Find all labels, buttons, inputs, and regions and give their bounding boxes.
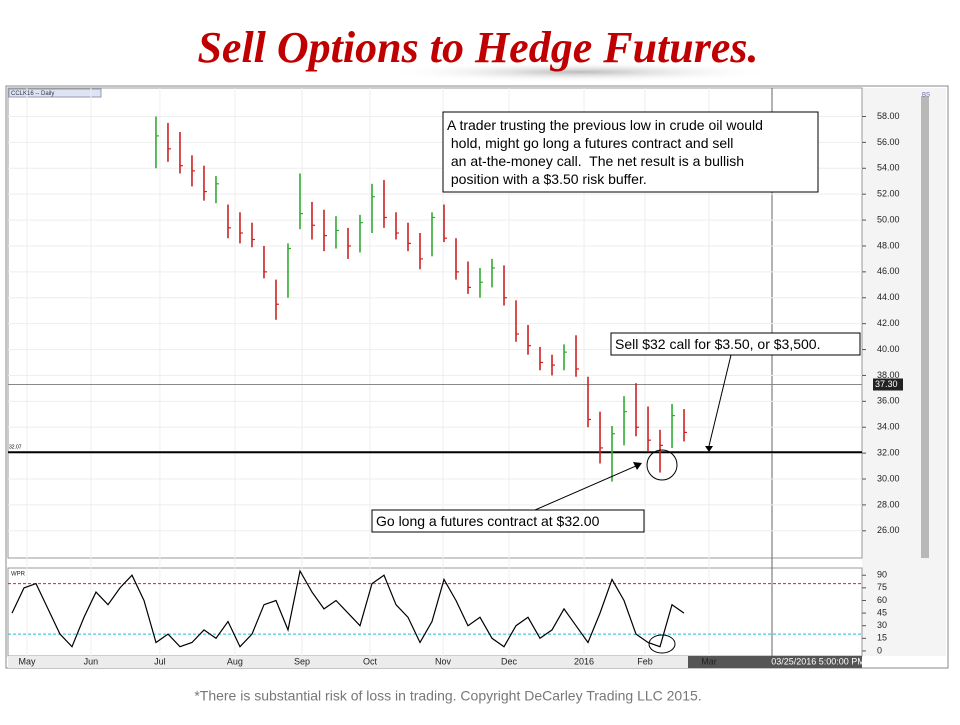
y-tick-label: 45: [877, 607, 887, 617]
annotation-box: [371, 509, 645, 533]
x-tick-label: Aug: [227, 656, 243, 666]
last-price-label: 37.30: [875, 379, 898, 389]
y-tick-label: 56.00: [877, 137, 900, 147]
x-tick-label: Mar: [701, 656, 717, 666]
y-tick-label: 38.00: [877, 370, 900, 380]
x-tick-label: Dec: [501, 656, 518, 666]
x-tick-label: May: [18, 656, 36, 666]
y-tick-label: 26.00: [877, 525, 900, 535]
y-tick-label: 28.00: [877, 499, 900, 509]
y-tick-label: 40.00: [877, 344, 900, 354]
annotation-text: an at-the-money call. The net result is …: [447, 153, 744, 169]
x-axis-band: [8, 656, 862, 668]
arrowhead: [633, 462, 642, 470]
y-tick-label: 44.00: [877, 292, 900, 302]
x-tick-label: 2016: [574, 656, 594, 666]
x-tick-label: Sep: [294, 656, 310, 666]
axis-panel: [862, 88, 946, 656]
y-tick-label: 32.00: [877, 447, 900, 457]
y-tick-label: 48.00: [877, 240, 900, 250]
scrollbar: [921, 96, 929, 558]
y-tick-label: 34.00: [877, 422, 900, 432]
badge: BS: [922, 93, 930, 99]
slide-title: Sell Options to Hedge Futures.: [197, 23, 758, 72]
y-tick-label: 15: [877, 633, 887, 643]
y-tick-label: 30: [877, 620, 887, 630]
price-panel: [7, 87, 863, 559]
footer: *There is substantial risk of loss in tr…: [194, 688, 701, 704]
arrow: [534, 465, 637, 511]
annotation-box: [610, 332, 861, 356]
annotations: A trader trusting the previous low in cr…: [371, 111, 861, 654]
y-tick-label: 42.00: [877, 318, 900, 328]
title-shadow: [380, 62, 780, 82]
hedge-label: 32.07: [9, 445, 22, 451]
annotation-text: Go long a futures contract at $32.00: [376, 513, 600, 529]
last-price-box: [873, 378, 903, 391]
annotation-box: [442, 111, 819, 193]
y-tick-label: 58.00: [877, 111, 900, 121]
y-tick-label: 90: [877, 570, 887, 580]
arrow: [708, 354, 732, 447]
x-tick-label: Jul: [154, 656, 166, 666]
y-tick-label: 0: [877, 645, 882, 655]
annotation-text: Sell $32 call for $3.50, or $3,500.: [615, 336, 820, 352]
annotation-text: position with a $3.50 risk buffer.: [447, 171, 647, 187]
y-tick-label: 36.00: [877, 396, 900, 406]
symbol-box: [8, 88, 102, 98]
y-tick-label: 50.00: [877, 214, 900, 224]
annotation-text: hold, might go long a futures contract a…: [447, 135, 733, 151]
y-tick-label: 75: [877, 582, 887, 592]
highlight-circle: [646, 449, 678, 481]
x-tick-label: Oct: [363, 656, 378, 666]
y-tick-label: 54.00: [877, 163, 900, 173]
timestamp: 03/25/2016 5:00:00 PM: [771, 656, 865, 666]
symbol: CCLK16 -- Daily: [11, 91, 54, 97]
wpr-name: WPR: [11, 572, 26, 578]
x-tick-label: Nov: [435, 656, 452, 666]
y-tick-label: 30.00: [877, 473, 900, 483]
highlight-circle: [648, 634, 676, 654]
arrowhead: [705, 446, 713, 452]
x-tick-label: Feb: [637, 656, 653, 666]
x-tick-label: Jun: [84, 656, 99, 666]
y-tick-label: 52.00: [877, 189, 900, 199]
time-band: [688, 656, 862, 668]
y-tick-label: 60: [877, 595, 887, 605]
y-tick-label: 46.00: [877, 266, 900, 276]
annotation-text: A trader trusting the previous low in cr…: [447, 117, 763, 133]
wpr-line: [11, 569, 685, 648]
